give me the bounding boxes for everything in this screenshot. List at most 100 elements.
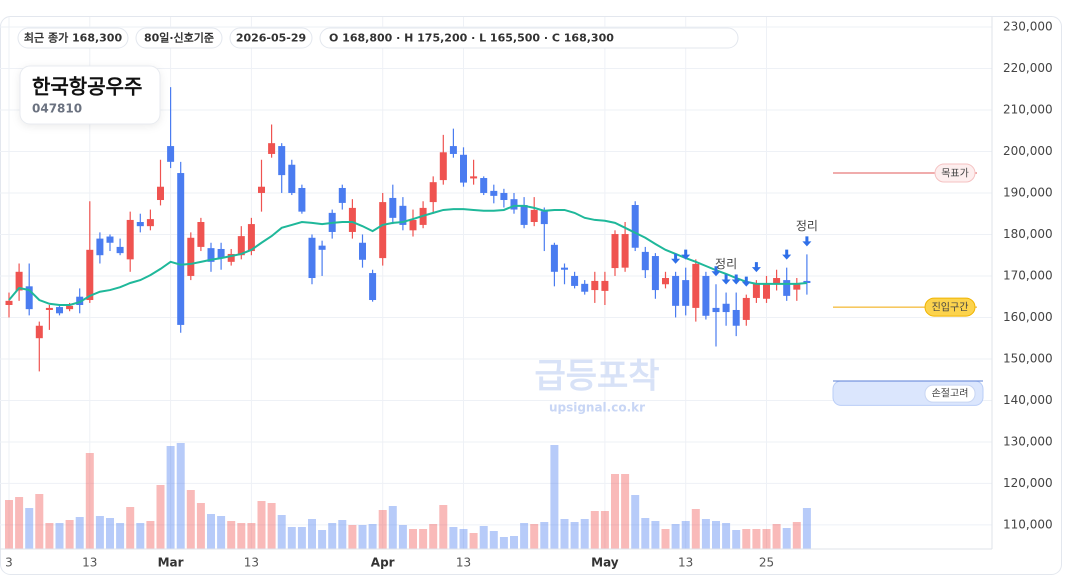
candle-body — [712, 307, 720, 313]
volume-bar — [277, 515, 286, 549]
candle-body — [561, 267, 568, 270]
candle-body — [157, 186, 164, 201]
y-tick-label: 170,000 — [1003, 268, 1053, 282]
y-tick-label: 230,000 — [1003, 19, 1053, 33]
volume-bar — [126, 507, 135, 549]
candle-body — [520, 204, 528, 225]
volume-bar — [85, 453, 94, 549]
candle-body — [379, 202, 387, 259]
card-bg — [19, 65, 161, 125]
volume-bar — [5, 500, 13, 549]
signal-arrow — [731, 274, 741, 285]
volume-bar — [570, 522, 579, 549]
candle-body — [227, 253, 235, 262]
volume-bar — [348, 525, 357, 549]
candle-body — [732, 309, 740, 326]
volume-bar — [429, 524, 438, 549]
volume-bar — [792, 522, 801, 549]
candle-body — [662, 278, 669, 285]
volume-bar — [368, 524, 377, 549]
volume-bar — [95, 516, 104, 549]
volume-bar — [540, 522, 549, 549]
candle-body — [601, 280, 609, 291]
candle-body — [571, 275, 579, 286]
y-tick-label: 220,000 — [1003, 61, 1053, 75]
volume-bar — [641, 518, 650, 549]
signal-arrow — [802, 236, 812, 247]
stop-label: 손절고려 — [932, 387, 969, 400]
volume-bar — [661, 529, 670, 549]
x-tick-label: 13 — [244, 556, 259, 570]
x-tick-label: 13 — [678, 556, 693, 570]
candle-body — [692, 263, 700, 308]
volume-bar — [419, 529, 428, 549]
candle-body — [288, 164, 296, 193]
candle-body — [207, 248, 215, 262]
badge-bg — [17, 27, 129, 49]
candle-body — [460, 154, 467, 183]
badge-bg — [135, 27, 223, 49]
x-tick-label: Mar — [158, 556, 184, 570]
volume-bar — [499, 537, 508, 549]
candle-body — [399, 205, 407, 225]
volume-bar — [611, 474, 619, 549]
candle-body — [338, 187, 346, 203]
moving-average — [8, 204, 807, 306]
volume-bar — [449, 527, 458, 549]
volume-bar — [600, 511, 609, 549]
candle-body — [389, 197, 397, 218]
volume-bar — [742, 529, 751, 549]
signal-arrow — [782, 249, 792, 260]
candle-body — [177, 173, 185, 325]
annotation: 정리 — [796, 219, 818, 233]
volume-bar — [166, 446, 175, 549]
badge-bg — [319, 27, 739, 49]
candle-body — [348, 207, 356, 232]
y-tick-label: 140,000 — [1003, 393, 1053, 407]
watermark-url: upsignal.co.kr — [549, 401, 645, 415]
candle-body — [197, 222, 205, 247]
volume-bar — [297, 527, 306, 549]
candle-body — [45, 307, 53, 310]
title: 한국항공우주 — [32, 75, 142, 99]
x-tick-label: 25 — [759, 556, 774, 570]
y-tick-label: 180,000 — [1003, 227, 1053, 241]
signal-arrow — [741, 276, 751, 287]
candle-body — [429, 182, 437, 203]
volume-bar — [590, 511, 599, 549]
volume-bar — [732, 530, 741, 549]
candle-body — [742, 297, 750, 320]
volume-bar — [671, 524, 680, 549]
candle-body — [237, 236, 245, 256]
volume-bar — [439, 505, 448, 549]
signal-arrow — [681, 249, 691, 260]
volume-bar — [762, 529, 771, 549]
candle-body — [15, 271, 23, 291]
candle-body — [298, 187, 306, 212]
volume-bar — [75, 517, 84, 549]
volume-bar — [267, 503, 276, 549]
volume-bar — [701, 519, 710, 549]
volume-bar — [388, 506, 397, 549]
y-tick-label: 110,000 — [1003, 517, 1053, 531]
candle-body — [86, 249, 94, 301]
signal-arrow — [711, 266, 721, 277]
badges: 최근 종가 168,300 80일·신호기준 2026-05-29 O 168,… — [17, 27, 739, 49]
volume-bar — [196, 503, 205, 549]
volume-bar — [580, 519, 589, 549]
volume-bar — [247, 523, 256, 549]
candle-body — [106, 236, 114, 243]
volume-bar — [802, 508, 811, 549]
candle-body — [35, 325, 43, 339]
candle-body — [611, 234, 619, 269]
volume-bar — [328, 523, 337, 549]
volume-bar — [318, 530, 327, 549]
volume-bar — [691, 509, 700, 549]
title-card: 한국항공우주 047810 — [19, 65, 161, 125]
candle-body — [550, 244, 558, 272]
volume-bar — [186, 490, 195, 549]
y-tick-label: 150,000 — [1003, 351, 1053, 365]
candle-body — [126, 219, 134, 260]
candle-body — [591, 280, 599, 291]
